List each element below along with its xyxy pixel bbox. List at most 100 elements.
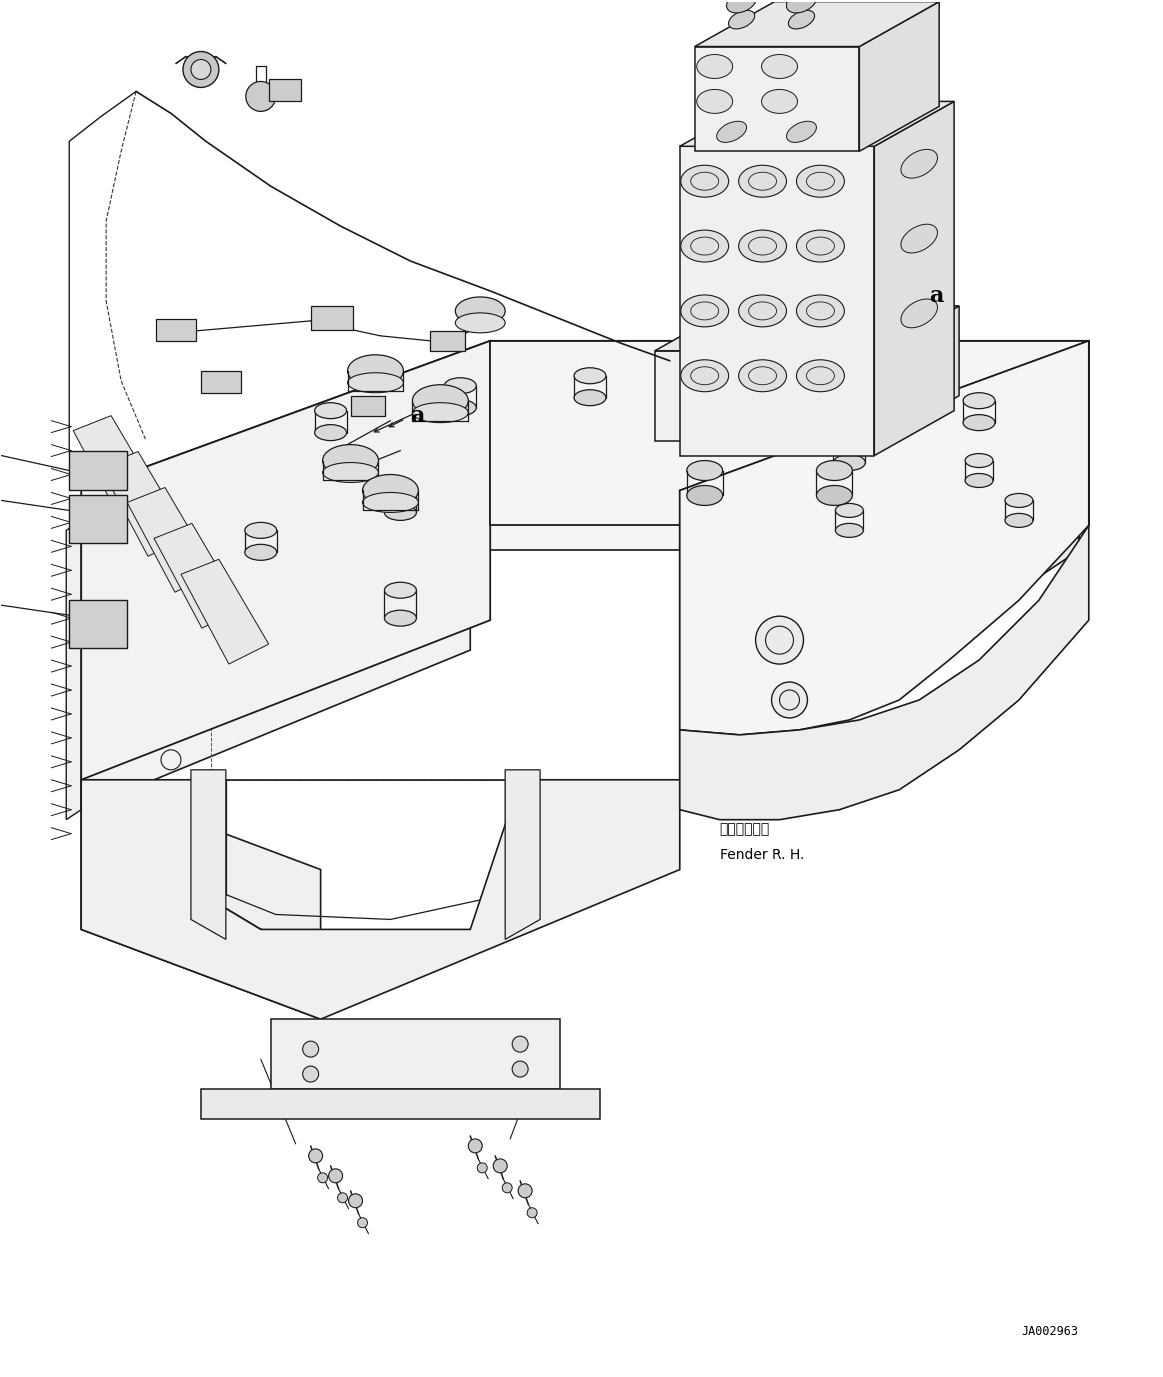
Ellipse shape	[901, 299, 937, 328]
Polygon shape	[679, 526, 1089, 819]
Polygon shape	[81, 779, 679, 1019]
Circle shape	[502, 1183, 512, 1192]
Circle shape	[337, 1192, 348, 1202]
Circle shape	[329, 1169, 343, 1183]
Ellipse shape	[714, 384, 745, 401]
Polygon shape	[201, 1089, 600, 1120]
Polygon shape	[81, 366, 470, 810]
Ellipse shape	[385, 482, 416, 498]
Ellipse shape	[835, 523, 863, 537]
Ellipse shape	[348, 373, 404, 392]
Polygon shape	[127, 487, 215, 592]
Polygon shape	[81, 341, 491, 779]
Text: a: a	[411, 405, 424, 427]
Ellipse shape	[963, 414, 996, 431]
Circle shape	[512, 1062, 528, 1077]
Ellipse shape	[444, 377, 477, 394]
Circle shape	[527, 1208, 537, 1217]
Circle shape	[191, 59, 211, 80]
Bar	[269, 80, 301, 102]
Ellipse shape	[739, 295, 786, 326]
Ellipse shape	[714, 362, 745, 379]
Bar	[430, 330, 465, 351]
Ellipse shape	[786, 121, 816, 142]
Ellipse shape	[834, 432, 865, 449]
Ellipse shape	[786, 0, 816, 12]
Ellipse shape	[385, 610, 416, 627]
Ellipse shape	[575, 390, 606, 406]
Ellipse shape	[727, 0, 757, 12]
Bar	[156, 319, 195, 341]
Polygon shape	[655, 306, 959, 351]
Ellipse shape	[789, 10, 814, 29]
Ellipse shape	[413, 384, 469, 417]
Ellipse shape	[797, 230, 844, 262]
Ellipse shape	[315, 402, 347, 419]
Ellipse shape	[728, 10, 755, 29]
Circle shape	[183, 51, 219, 87]
Ellipse shape	[680, 230, 729, 262]
Ellipse shape	[965, 453, 993, 468]
Ellipse shape	[739, 230, 786, 262]
Circle shape	[477, 1162, 487, 1173]
Bar	[70, 496, 127, 544]
Ellipse shape	[1005, 493, 1033, 508]
Polygon shape	[181, 559, 269, 664]
Circle shape	[357, 1217, 368, 1228]
Ellipse shape	[385, 504, 416, 521]
Ellipse shape	[834, 454, 865, 471]
Ellipse shape	[455, 297, 505, 325]
Circle shape	[349, 1194, 363, 1208]
Circle shape	[317, 1173, 328, 1183]
Ellipse shape	[716, 121, 747, 142]
Ellipse shape	[680, 359, 729, 391]
Ellipse shape	[363, 475, 419, 507]
Circle shape	[756, 616, 804, 664]
Polygon shape	[154, 523, 242, 628]
Ellipse shape	[315, 424, 347, 441]
Ellipse shape	[575, 368, 606, 384]
Circle shape	[771, 682, 807, 717]
Polygon shape	[679, 146, 875, 456]
Ellipse shape	[835, 504, 863, 518]
Polygon shape	[679, 341, 1089, 735]
Polygon shape	[100, 452, 188, 556]
Ellipse shape	[322, 445, 378, 476]
Ellipse shape	[739, 359, 786, 391]
Circle shape	[245, 81, 276, 112]
Ellipse shape	[455, 313, 505, 333]
Ellipse shape	[762, 90, 798, 113]
Ellipse shape	[1005, 514, 1033, 527]
Bar	[311, 306, 352, 330]
Polygon shape	[879, 306, 959, 441]
Ellipse shape	[363, 493, 419, 512]
Bar	[70, 450, 127, 490]
Ellipse shape	[686, 486, 722, 505]
Ellipse shape	[816, 460, 852, 481]
Polygon shape	[694, 47, 859, 151]
Ellipse shape	[444, 399, 477, 416]
Ellipse shape	[244, 544, 277, 560]
Text: フェンダ　右: フェンダ 右	[720, 822, 770, 837]
Circle shape	[469, 1139, 483, 1153]
Ellipse shape	[680, 165, 729, 197]
Bar	[350, 395, 385, 416]
Polygon shape	[81, 341, 1089, 490]
Circle shape	[493, 1159, 507, 1173]
Bar	[201, 370, 241, 392]
Circle shape	[302, 1066, 319, 1082]
Ellipse shape	[686, 460, 722, 481]
Polygon shape	[470, 366, 1079, 551]
Ellipse shape	[680, 295, 729, 326]
Polygon shape	[655, 351, 879, 441]
Ellipse shape	[816, 486, 852, 505]
Polygon shape	[66, 521, 81, 819]
Bar	[70, 600, 127, 649]
Text: a: a	[929, 285, 943, 307]
Polygon shape	[859, 1, 940, 151]
Ellipse shape	[385, 582, 416, 598]
Polygon shape	[679, 102, 954, 146]
Ellipse shape	[762, 55, 798, 78]
Polygon shape	[690, 366, 1079, 810]
Ellipse shape	[797, 295, 844, 326]
